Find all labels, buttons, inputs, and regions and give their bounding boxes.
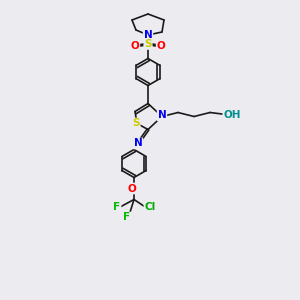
Text: N: N <box>158 110 166 121</box>
Text: O: O <box>130 41 140 51</box>
Text: Cl: Cl <box>144 202 156 212</box>
Text: O: O <box>128 184 136 194</box>
Text: N: N <box>144 30 152 40</box>
Text: OH: OH <box>223 110 241 119</box>
Text: N: N <box>134 139 142 148</box>
Text: F: F <box>123 212 130 223</box>
Text: S: S <box>144 39 152 49</box>
Text: F: F <box>113 202 121 212</box>
Text: O: O <box>157 41 165 51</box>
Text: S: S <box>132 118 140 128</box>
